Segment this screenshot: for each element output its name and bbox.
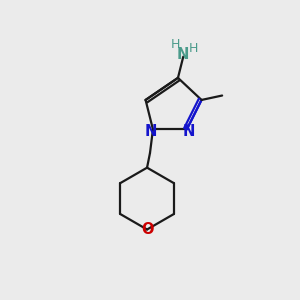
Text: N: N — [145, 124, 157, 139]
Text: O: O — [141, 222, 153, 237]
Text: H: H — [170, 38, 180, 51]
Text: H: H — [189, 42, 198, 55]
Text: N: N — [183, 124, 195, 139]
Text: N: N — [177, 47, 190, 62]
